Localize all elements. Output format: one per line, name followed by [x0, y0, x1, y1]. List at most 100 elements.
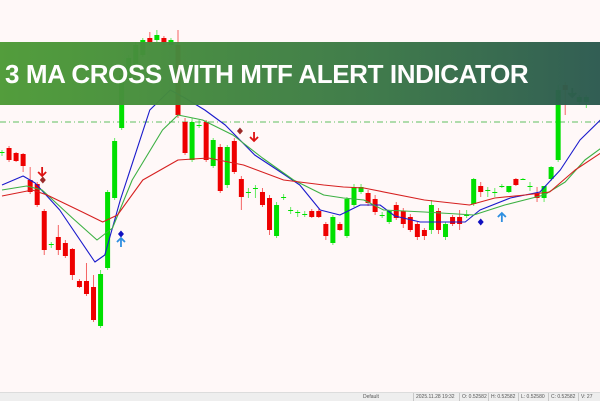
bear-candle [182, 118, 188, 155]
candle-body [330, 217, 336, 243]
bear-candle [91, 275, 97, 322]
candle-body [316, 211, 322, 217]
bull-candle [302, 211, 308, 217]
bull-candle [471, 178, 477, 206]
bull-candle [154, 30, 160, 42]
bear-candle [62, 240, 68, 258]
status-separator [518, 393, 519, 401]
candle-body [344, 199, 350, 236]
status-close: C: 0.52582 [551, 394, 576, 400]
bear-candle [231, 138, 237, 174]
candle-body [76, 281, 82, 287]
bull-candle [112, 138, 118, 200]
candle-body [541, 186, 547, 198]
bear-candle [76, 279, 82, 288]
candle-body [513, 179, 519, 185]
bull-candle [527, 182, 533, 191]
bull-candle [330, 215, 336, 245]
candle-body [6, 148, 12, 160]
candle-body [309, 211, 315, 217]
bear-candle [337, 222, 343, 231]
bull-candle [0, 150, 5, 156]
candle-body [365, 193, 371, 203]
bear-candle [13, 152, 19, 162]
candle-body [302, 214, 308, 215]
bear-candle [478, 182, 484, 197]
candle-body [478, 186, 484, 192]
bear-candle [534, 187, 540, 202]
bull-candle [245, 188, 251, 198]
bull-candle [196, 120, 202, 128]
candle-body [471, 179, 477, 204]
candle-body [337, 224, 343, 230]
bear-candle [267, 195, 273, 235]
candle-body [91, 287, 97, 320]
bull-candle [428, 200, 434, 234]
bull-candle [281, 194, 287, 200]
bull-candle [506, 186, 512, 193]
candle-body [288, 210, 294, 211]
bear-candle [309, 209, 315, 218]
candle-body [161, 38, 167, 42]
candle-body [281, 197, 287, 198]
status-low: L: 0.52580 [521, 394, 545, 400]
bear-candle [238, 176, 244, 210]
banner-title: 3 MA CROSS WITH MTF ALERT INDICATOR [5, 58, 529, 89]
status-separator [459, 393, 460, 401]
candle-body [217, 147, 223, 191]
candle-body [393, 205, 399, 218]
bull-candle [520, 178, 526, 180]
bull-candle [189, 118, 195, 162]
candle-body [295, 212, 301, 213]
candle-body [520, 179, 526, 180]
candle-body [428, 205, 434, 230]
bull-candle [98, 270, 104, 328]
bull-candle [224, 145, 230, 188]
bear-candle [41, 209, 47, 255]
bull-candle [48, 242, 54, 248]
bull-candle [464, 210, 470, 218]
candle-body [457, 217, 463, 224]
candle-body [407, 217, 413, 230]
bear-candle [323, 222, 329, 240]
bear-candle [414, 222, 420, 240]
candle-body [238, 179, 244, 197]
candle-body [69, 249, 75, 275]
bear-candle [34, 182, 40, 207]
candle-body [386, 211, 392, 222]
status-bar: Default 2025.11.28 19:32 O: 0.52582 H: 0… [0, 392, 600, 401]
candle-body [55, 237, 61, 250]
bear-candle [83, 263, 89, 296]
bear-candle [421, 228, 427, 240]
arrow-down-signal-icon [37, 167, 47, 178]
candle-body [98, 274, 104, 326]
bear-candle [407, 214, 413, 232]
candle-body [379, 215, 385, 216]
candle-body [506, 186, 512, 192]
candle-body [548, 167, 554, 179]
bull-candle [541, 186, 547, 202]
candle-body [534, 193, 540, 198]
candle-body [259, 192, 265, 205]
candle-body [196, 125, 202, 126]
status-volume: V: 27 [581, 394, 593, 400]
candle-body [210, 140, 216, 166]
bull-candle [295, 210, 301, 217]
bull-candle [499, 184, 505, 188]
candle-body [323, 224, 329, 236]
arrow-down-signal-icon [249, 132, 259, 143]
bear-candle [435, 208, 441, 234]
candle-body [499, 186, 505, 187]
bear-candle [69, 248, 75, 280]
bull-candle [210, 138, 216, 168]
candle-body [252, 188, 258, 189]
bull-candle [485, 187, 491, 197]
ma-line-slow [1, 152, 600, 223]
candle-body [274, 205, 280, 236]
candle-body [105, 192, 111, 268]
ma-line-mid [1, 114, 600, 241]
bull-candle [443, 222, 449, 240]
bull-candle [105, 190, 111, 270]
candle-body [464, 215, 470, 216]
status-open: O: 0.52582 [462, 394, 487, 400]
